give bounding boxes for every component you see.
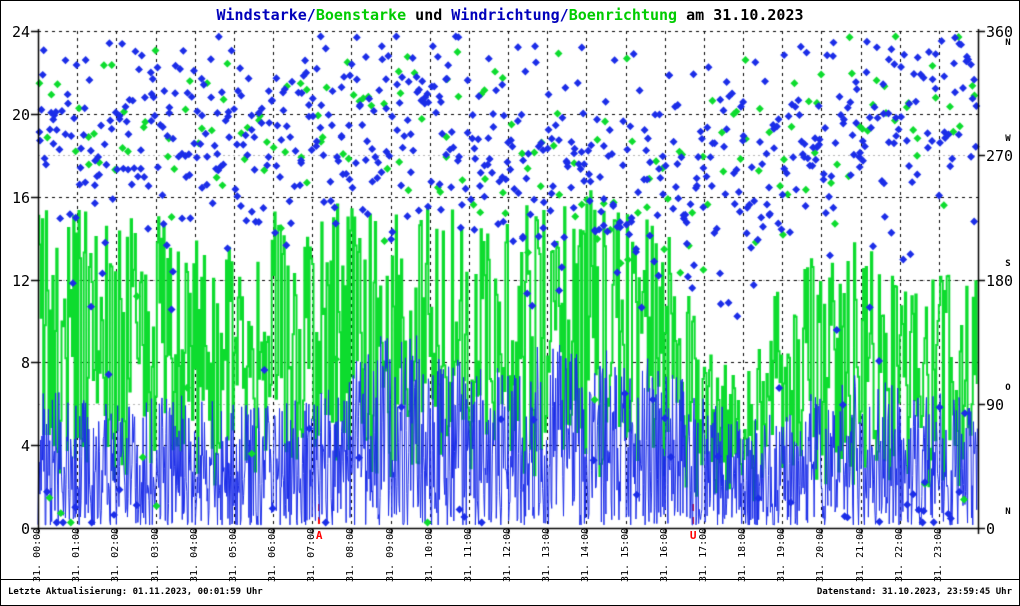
title-boenstarke: Boenstarke: [315, 6, 407, 24]
chart-title: Windstarke/Boenstarke und Windrichtung/B…: [1, 6, 1019, 24]
y-left-tick-label: 0: [20, 520, 30, 538]
x-tick-label: 31. 11:00: [462, 527, 474, 582]
y-right-cardinal: O: [1005, 382, 1011, 393]
x-tick-label: 31. 02:00: [110, 527, 122, 582]
y-left-tick-label: 4: [20, 437, 30, 456]
y-right-tick-label: 90: [986, 395, 1005, 414]
x-tick-label: 31. 10:00: [423, 527, 435, 582]
x-tick-label: 31. 05:00: [227, 527, 239, 582]
y-right-cardinal: N: [1005, 38, 1011, 48]
y-left-tick-label: 16: [11, 188, 30, 207]
x-tick-label: 31. 01:00: [71, 527, 83, 582]
x-tick-label: 31. 16:00: [658, 527, 670, 582]
x-tick-label: 31. 18:00: [737, 527, 748, 582]
x-tick-label: 31. 00:00: [32, 527, 43, 582]
y-left-tick-label: 8: [20, 354, 30, 373]
y-left-tick-label: 20: [11, 105, 30, 124]
x-tick-label: 31. 23:00: [932, 527, 944, 582]
x-tick-label: 31. 08:00: [345, 527, 357, 582]
x-tick-label: 31. 17:00: [697, 527, 709, 582]
y-right-tick-label: 180: [986, 271, 1014, 290]
x-tick-label: 31. 09:00: [384, 527, 396, 582]
sun-marker-label: U: [689, 529, 697, 542]
y-left-tick-label: 12: [11, 271, 30, 290]
x-tick-label: 31. 19:00: [776, 527, 788, 582]
x-tick-label: 31. 04:00: [188, 527, 200, 582]
x-tick-label: 31. 03:00: [149, 527, 161, 582]
title-date: am 31.10.2023: [677, 6, 804, 24]
sun-marker-label: A: [315, 529, 323, 542]
data-state-text: Datenstand: 31.10.2023, 23:59:45 Uhr: [816, 587, 1012, 597]
x-tick-label: 31. 20:00: [815, 527, 827, 582]
footer-divider: [1, 579, 1019, 580]
y-right-tick-label: 0: [986, 520, 996, 538]
x-tick-label: 31. 14:00: [580, 527, 592, 582]
y-right-tick-label: 360: [986, 23, 1014, 41]
title-boenrichtung: Boenrichtung: [568, 6, 678, 24]
title-windstarke: Windstarke/: [216, 6, 316, 24]
x-tick-label: 31. 22:00: [893, 527, 905, 582]
last-update-text: Letzte Aktualisierung: 01.11.2023, 00:01…: [8, 587, 263, 597]
x-tick-label: 31. 12:00: [502, 527, 513, 582]
x-tick-label: 31. 13:00: [541, 527, 553, 582]
x-tick-label: 31. 21:00: [854, 527, 866, 582]
title-und: und: [406, 6, 452, 24]
y-right-cardinal: W: [1005, 134, 1011, 145]
y-right-cardinal: S: [1005, 258, 1011, 269]
y-right-cardinal: N: [1005, 507, 1011, 517]
y-left-tick-label: 24: [11, 23, 30, 41]
title-windrichtung: Windrichtung/: [451, 6, 569, 24]
y-right-tick-label: 270: [986, 147, 1014, 166]
x-tick-label: 31. 06:00: [267, 527, 278, 582]
x-tick-label: 31. 15:00: [619, 527, 631, 582]
